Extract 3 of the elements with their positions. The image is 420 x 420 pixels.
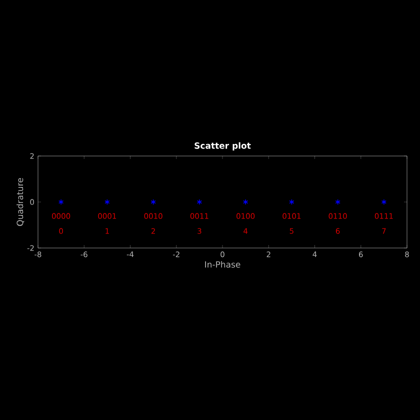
chart-title: Scatter plot	[194, 142, 251, 150]
x-axis-title: In-Phase	[205, 261, 240, 268]
y-axis-title: Quadrature	[16, 178, 24, 226]
